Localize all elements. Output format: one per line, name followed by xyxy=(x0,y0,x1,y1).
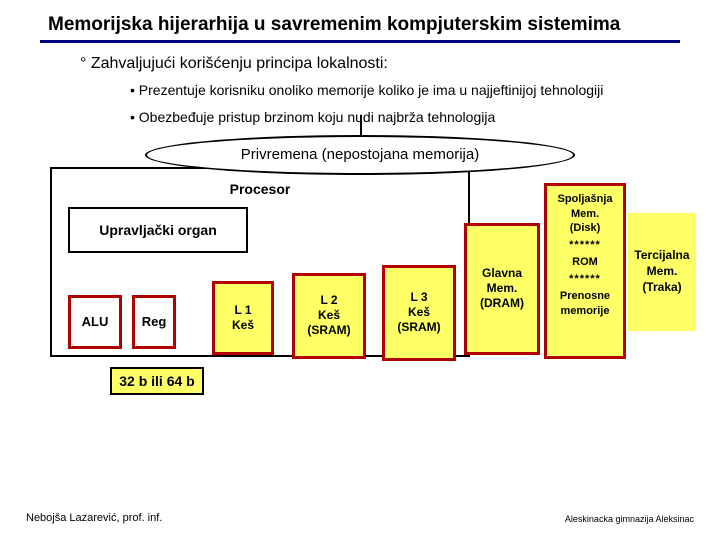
l2-cache-box: L 2 Keš (SRAM) xyxy=(292,273,366,359)
external-memory-box: Spoljašnja Mem. (Disk) ****** ROM ******… xyxy=(544,183,626,359)
page-title: Memorijska hijerarhija u savremenim komp… xyxy=(0,0,720,40)
main-mem-line3: (DRAM) xyxy=(480,296,524,311)
ext-rom: ROM xyxy=(549,255,621,270)
memory-hierarchy-diagram: Procesor Upravljački organ ALU Reg L 1 K… xyxy=(40,157,680,367)
l3-cache-box: L 3 Keš (SRAM) xyxy=(382,265,456,361)
l3-line2: Keš xyxy=(408,305,430,320)
main-mem-line1: Glavna xyxy=(482,266,522,281)
bullet-sub-2: Obezbeđuje pristup brzinom koju nudi naj… xyxy=(130,108,660,127)
l2-line1: L 2 xyxy=(320,293,337,308)
terc-line2: Mem. xyxy=(647,264,678,280)
processor-box: Procesor Upravljački organ ALU Reg L 1 K… xyxy=(50,167,470,357)
reg-box: Reg xyxy=(132,295,176,349)
tertiary-memory-box: Tercijalna Mem. (Traka) xyxy=(628,213,696,331)
ext-line1: Spoljašnja xyxy=(549,192,621,207)
terc-line3: (Traka) xyxy=(642,280,681,296)
l1-line2: Keš xyxy=(232,318,254,333)
title-underline xyxy=(40,40,680,43)
terc-line1: Tercijalna xyxy=(634,248,689,264)
footer-author: Nebojša Lazarević, prof. inf. xyxy=(26,512,162,524)
ext-line3: (Disk) xyxy=(549,221,621,236)
ext-line2: Mem. xyxy=(549,207,621,222)
l1-line1: L 1 xyxy=(234,303,251,318)
l3-line3: (SRAM) xyxy=(397,320,440,335)
ext-div2: ****** xyxy=(549,272,621,287)
l2-line2: Keš xyxy=(318,308,340,323)
bullet-main: Zahvaljujući korišćenju principa lokalno… xyxy=(80,55,720,73)
volatile-memory-oval: Privremena (nepostojana memorija) xyxy=(145,135,575,175)
main-mem-line2: Mem. xyxy=(487,281,518,296)
main-memory-box: Glavna Mem. (DRAM) xyxy=(464,223,540,355)
word-size-tag: 32 b ili 64 b xyxy=(110,367,204,395)
control-unit-box: Upravljački organ xyxy=(68,207,248,253)
l1-cache-box: L 1 Keš xyxy=(212,281,274,355)
ext-div1: ****** xyxy=(549,238,621,253)
ext-line4: Prenosne xyxy=(549,289,621,304)
alu-box: ALU xyxy=(68,295,122,349)
arrow-down-icon xyxy=(360,115,362,135)
l3-line1: L 3 xyxy=(410,290,427,305)
footer-school: Aleskinacka gimnazija Aleksinac xyxy=(565,514,694,524)
ext-line5: memorije xyxy=(549,304,621,319)
bullet-sub-1: Prezentuje korisniku onoliko memorije ko… xyxy=(130,81,660,100)
l2-line3: (SRAM) xyxy=(307,323,350,338)
